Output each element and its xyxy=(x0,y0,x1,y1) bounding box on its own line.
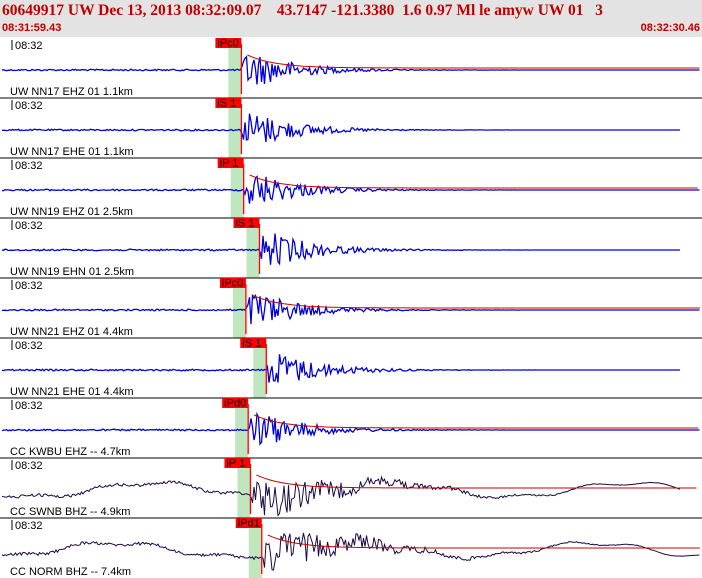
pick-flag xyxy=(222,398,249,408)
trace-time-label: 08:32 xyxy=(15,460,43,472)
trace-time-label: 08:32 xyxy=(15,220,43,232)
trace-panel: 08:32 iS 1 UW NN17 EHE 01 1.1km xyxy=(0,97,702,158)
pick-flag xyxy=(215,38,242,48)
waveform xyxy=(1,233,680,266)
coda-envelope xyxy=(249,174,698,189)
pick-window xyxy=(253,338,267,398)
pick-flag xyxy=(233,218,260,228)
trace-time-label: 08:32 xyxy=(15,100,43,112)
trace-time-label: 08:32 xyxy=(15,280,43,292)
waveform xyxy=(1,113,680,143)
waveform xyxy=(1,293,700,325)
pick-flag xyxy=(224,458,251,468)
pick-label: iPd1 xyxy=(238,518,260,530)
trace-panel: 08:32 iP 1 CC SWNB BHZ -- 4.9km xyxy=(0,457,702,518)
pick-label: iS 1 xyxy=(217,98,236,110)
pick-window xyxy=(232,278,246,338)
event-title: 60649917 UW Dec 13, 2013 08:32:09.07 43.… xyxy=(2,2,603,19)
pick-label: iPc0 xyxy=(222,278,243,290)
waveform xyxy=(1,532,700,571)
waveform xyxy=(1,475,681,517)
trace-time-label: 08:32 xyxy=(15,340,43,352)
trace-time-label: 08:32 xyxy=(15,520,43,532)
waveform xyxy=(1,354,680,383)
pick-label: iP 1 xyxy=(226,458,245,470)
station-label: CC NORM BHZ -- 7.4km xyxy=(10,566,131,578)
station-label: UW NN21 EHZ 01 4.4km xyxy=(10,326,133,338)
pick-flag xyxy=(235,518,262,528)
pick-window xyxy=(230,158,244,218)
coda-envelope xyxy=(267,534,700,549)
event-header: 60649917 UW Dec 13, 2013 08:32:09.07 43.… xyxy=(0,0,702,37)
trace-time-label: 08:32 xyxy=(15,160,43,172)
station-label: UW NN19 EHN 01 2.5km xyxy=(10,266,134,278)
pick-label: iS 1 xyxy=(235,218,254,230)
waveform xyxy=(1,175,700,204)
coda-envelope xyxy=(256,474,697,489)
pick-window xyxy=(228,98,242,158)
pick-window xyxy=(228,38,242,98)
trace-panel: 08:32 iPd1 CC NORM BHZ -- 7.4km xyxy=(0,517,702,578)
trace-panel: 08:32 iS 1 UW NN21 EHE 01 4.4km xyxy=(0,337,702,398)
end-time: 08:32:30.46 xyxy=(640,22,700,34)
pick-flag xyxy=(219,278,246,288)
trace-time-label: 08:32 xyxy=(15,400,43,412)
station-label: CC KWBU EHZ -- 4.7km xyxy=(10,446,130,458)
station-label: CC SWNB BHZ -- 4.9km xyxy=(10,506,130,518)
trace-panel: 08:32 iPc0 UW NN17 EHZ 01 1.1km xyxy=(1,38,700,98)
trace-panel: 08:32 iS 1 UW NN19 EHN 01 2.5km xyxy=(0,217,702,278)
pick-window xyxy=(237,458,251,518)
start-time: 08:31:59.43 xyxy=(2,22,62,34)
coda-envelope xyxy=(247,54,700,69)
coda-envelope xyxy=(251,294,700,309)
station-label: UW NN17 EHE 01 1.1km xyxy=(10,146,133,158)
station-label: UW NN19 EHZ 01 2.5km xyxy=(10,206,133,218)
pick-label: iS 1 xyxy=(242,338,261,350)
trace-panel: 08:32 iPd0 CC KWBU EHZ -- 4.7km xyxy=(0,397,702,458)
waveform xyxy=(1,55,700,85)
pick-label: iPc0 xyxy=(217,38,238,50)
pick-flag xyxy=(240,338,267,348)
pick-label: iP 1 xyxy=(220,158,239,170)
trace-panel: 08:32 iPc0 UW NN21 EHZ 01 4.4km xyxy=(0,277,702,338)
waveform xyxy=(1,411,700,446)
station-label: UW NN17 EHZ 01 1.1km xyxy=(10,86,133,98)
pick-flag xyxy=(215,98,242,108)
coda-envelope xyxy=(254,414,699,429)
pick-label: iPd0 xyxy=(224,398,246,410)
pick-flag xyxy=(217,158,244,168)
pick-window xyxy=(246,218,260,278)
station-label: UW NN21 EHE 01 4.4km xyxy=(10,386,133,398)
pick-window xyxy=(235,398,249,458)
trace-panel: 08:32 iP 1 UW NN19 EHZ 01 2.5km xyxy=(0,157,702,218)
trace-time-label: 08:32 xyxy=(15,40,43,52)
pick-window xyxy=(248,518,262,578)
